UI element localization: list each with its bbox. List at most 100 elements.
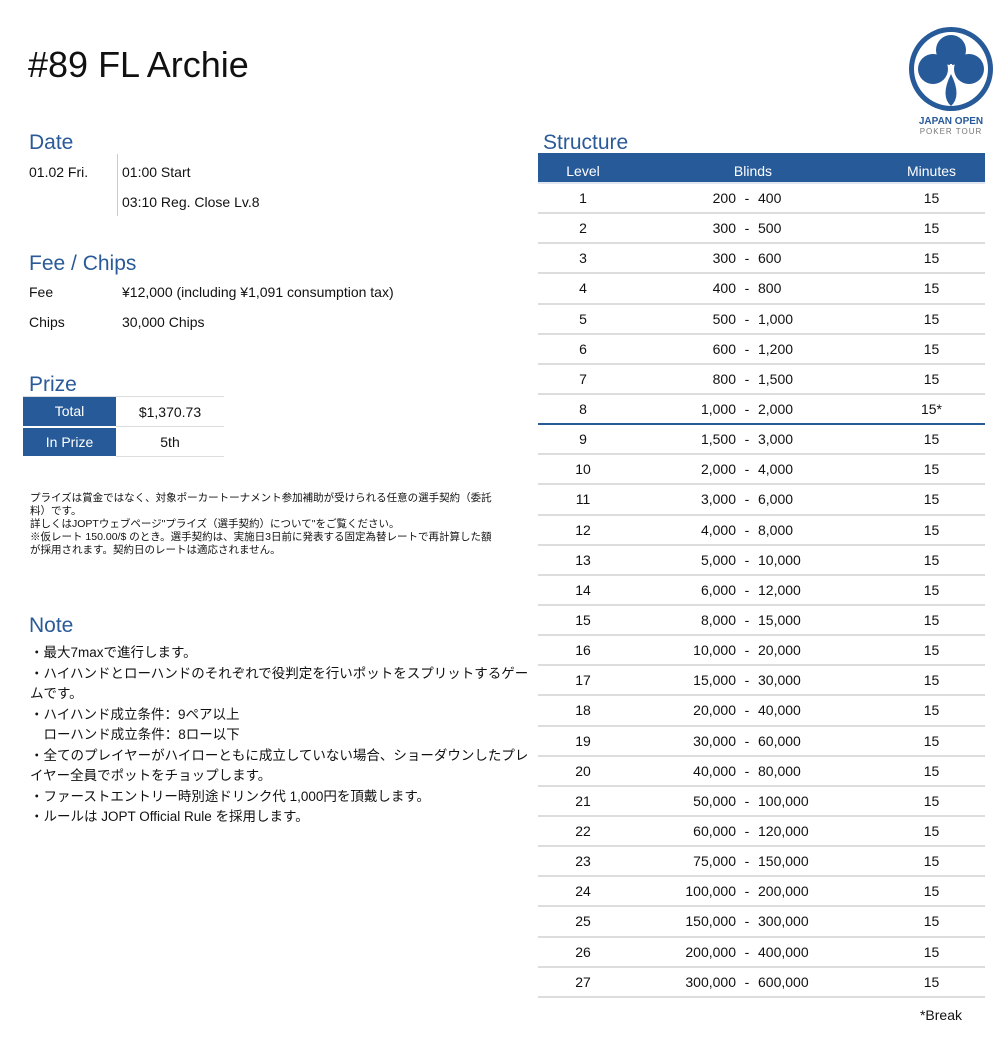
minutes: 15 [923, 250, 940, 267]
fee-label: Fee [29, 284, 54, 300]
big-blind: 120,000 [758, 823, 809, 840]
small-blind: 800 [712, 370, 736, 387]
big-blind: 1,200 [758, 340, 794, 357]
note-line: ・最大7maxで進行します。 [30, 645, 197, 660]
note-line: ・ファーストエントリー時別途ドリンク代 1,000円を頂戴します。 [30, 788, 431, 804]
dash: - [744, 401, 750, 418]
minutes: 15 [923, 220, 940, 237]
dash: - [744, 883, 750, 900]
fee-heading: Fee / Chips [29, 252, 137, 275]
big-blind: 1,500 [758, 370, 794, 387]
prize-note: プライズは賞金ではなく、対象ポーカートーナメント参加補助が受けられる任意の選手契… [30, 492, 492, 517]
small-blind: 300,000 [685, 973, 736, 990]
date-heading: Date [29, 131, 74, 154]
dash: - [744, 732, 750, 749]
inprize-value: 5th [116, 426, 224, 457]
table-row: 13 5,000-10,000 15 [538, 546, 985, 576]
table-row: 3 300-600 15 [538, 244, 985, 275]
big-blind: 600 [758, 250, 782, 267]
table-row: 15 8,000-15,000 15 [538, 606, 985, 637]
col-level: Level [566, 163, 600, 179]
small-blind: 4,000 [700, 521, 736, 538]
small-blind: 40,000 [693, 762, 736, 779]
minutes: 15 [923, 823, 940, 840]
small-blind: 3,000 [700, 491, 736, 508]
table-row: 16 10,000-20,000 15 [538, 636, 985, 667]
minutes: 15 [923, 190, 940, 207]
small-blind: 30,000 [693, 732, 736, 749]
structure-heading: Structure [543, 131, 629, 154]
prize-table: Total $1,370.73 In Prize 5th [23, 396, 224, 458]
small-blind: 50,000 [693, 792, 736, 809]
logo-line1: JAPAN OPEN [918, 116, 984, 127]
level: 4 [579, 280, 587, 297]
table-row: 21 50,000-100,000 15 [538, 787, 985, 817]
note-line: ローハンド成立条件：8ロー以下 [30, 727, 240, 742]
minutes: 15 [923, 551, 940, 568]
big-blind: 10,000 [758, 551, 801, 568]
table-row: 2 300-500 15 [538, 214, 985, 245]
table-row: 11 3,000-6,000 15 [538, 485, 985, 516]
big-blind: 3,000 [758, 431, 794, 448]
level: 5 [579, 310, 587, 327]
dash: - [744, 973, 750, 990]
level: 22 [575, 823, 591, 840]
level: 13 [575, 551, 591, 568]
big-blind: 400 [758, 190, 782, 207]
small-blind: 2,000 [700, 461, 736, 478]
minutes: 15 [923, 521, 940, 538]
level: 25 [575, 913, 591, 930]
level: 15 [575, 612, 591, 629]
small-blind: 150,000 [685, 913, 736, 930]
minutes: 15 [923, 340, 940, 357]
dash: - [744, 461, 750, 478]
minutes: 15 [923, 762, 940, 779]
small-blind: 10,000 [693, 642, 736, 659]
dash: - [744, 220, 750, 237]
table-row: 27 300,000-600,000 15 [538, 968, 985, 998]
dash: - [744, 280, 750, 297]
level: 21 [575, 792, 591, 809]
divider [117, 154, 118, 216]
big-blind: 60,000 [758, 732, 801, 749]
small-blind: 5,000 [700, 551, 736, 568]
minutes: 15 [923, 431, 940, 448]
table-row: 26 200,000-400,000 15 [538, 938, 985, 968]
dash: - [744, 581, 750, 598]
fee-value: ¥12,000 (including ¥1,091 consumption ta… [122, 284, 394, 300]
small-blind: 100,000 [685, 883, 736, 900]
small-blind: 300 [712, 250, 736, 267]
small-blind: 200,000 [685, 943, 736, 960]
table-row: 19 30,000-60,000 15 [538, 727, 985, 757]
table-row: 10 2,000-4,000 15 [538, 455, 985, 486]
dash: - [744, 310, 750, 327]
note-line: ・ハイハンド成立条件：9ペア以上 [30, 706, 240, 722]
dash: - [744, 250, 750, 267]
table-row: 25 150,000-300,000 15 [538, 907, 985, 938]
table-row: 22 60,000-120,000 15 [538, 817, 985, 848]
minutes: 15 [923, 672, 940, 689]
logo-line2: POKER TOUR [919, 127, 983, 136]
dash: - [744, 521, 750, 538]
prize-note: 詳しくはJOPTウェブページ"プライズ（選手契約）について"をご覧ください。 [30, 518, 400, 530]
dash: - [744, 853, 750, 870]
level: 3 [579, 250, 587, 267]
table-row: 1 200-400 15 [538, 184, 985, 215]
dash: - [744, 431, 750, 448]
minutes: 15* [920, 401, 943, 418]
minutes: 15 [923, 792, 940, 809]
small-blind: 20,000 [693, 702, 736, 719]
prize-note: ※仮レート 150.00/$ のとき。選手契約は、実施日3日前に発表する固定為替… [30, 531, 492, 556]
small-blind: 600 [712, 340, 736, 357]
big-blind: 20,000 [758, 642, 801, 659]
small-blind: 60,000 [693, 823, 736, 840]
table-row: 5 500-1,000 15 [538, 305, 985, 335]
level: 14 [575, 581, 591, 598]
table-row: 23 75,000-150,000 15 [538, 847, 985, 878]
table-row: 20 40,000-80,000 15 [538, 757, 985, 787]
dash: - [744, 913, 750, 930]
table-row: 24 100,000-200,000 15 [538, 877, 985, 908]
dash: - [744, 612, 750, 629]
small-blind: 1,500 [700, 431, 736, 448]
start-time: 01:00 Start [122, 164, 191, 180]
